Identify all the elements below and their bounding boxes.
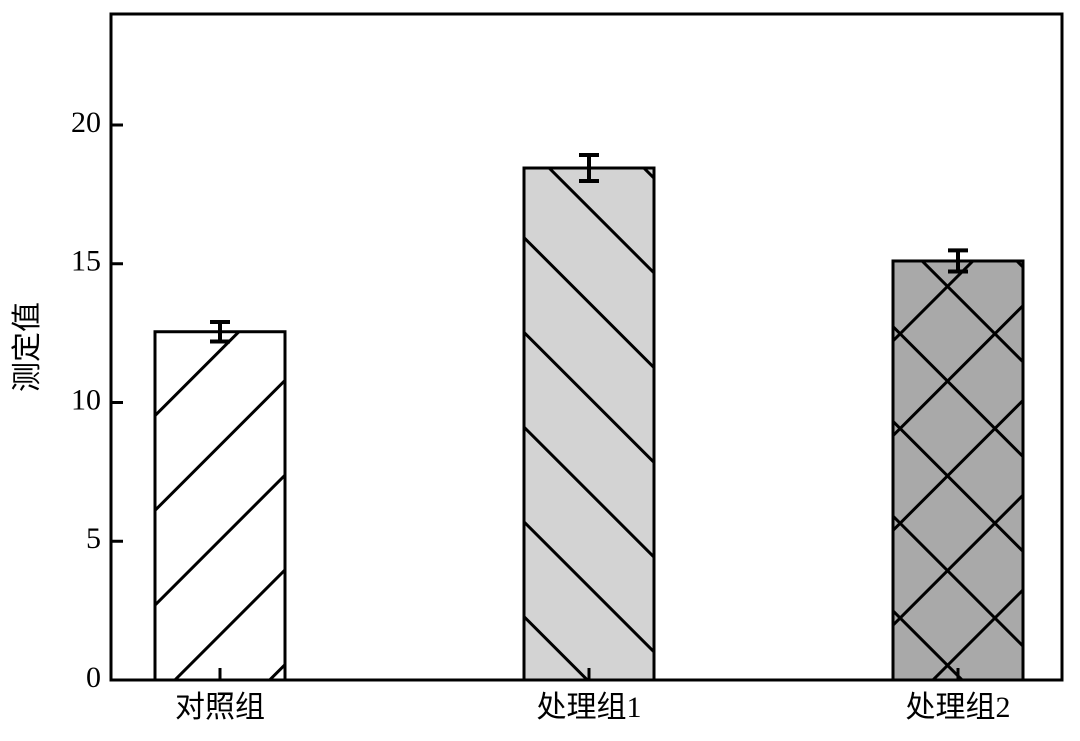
bar-hatch	[891, 259, 1025, 682]
y-tick-label: 10	[71, 383, 101, 416]
y-tick-label: 20	[71, 106, 101, 139]
x-tick-label: 处理组2	[906, 691, 1011, 724]
x-tick-label: 处理组1	[537, 691, 642, 724]
bar-hatch	[522, 166, 656, 682]
error-bar	[210, 320, 230, 344]
bar-hatch	[153, 330, 287, 682]
plot-frame	[109, 12, 1064, 682]
y-tick-label: 15	[71, 245, 101, 278]
y-tick-label: 5	[86, 522, 101, 555]
y-tick-label: 0	[86, 661, 101, 694]
x-tick-label: 对照组	[175, 691, 265, 724]
y-axis-label: 测定值	[11, 302, 44, 392]
error-bar	[948, 248, 968, 274]
error-bar	[579, 152, 599, 184]
